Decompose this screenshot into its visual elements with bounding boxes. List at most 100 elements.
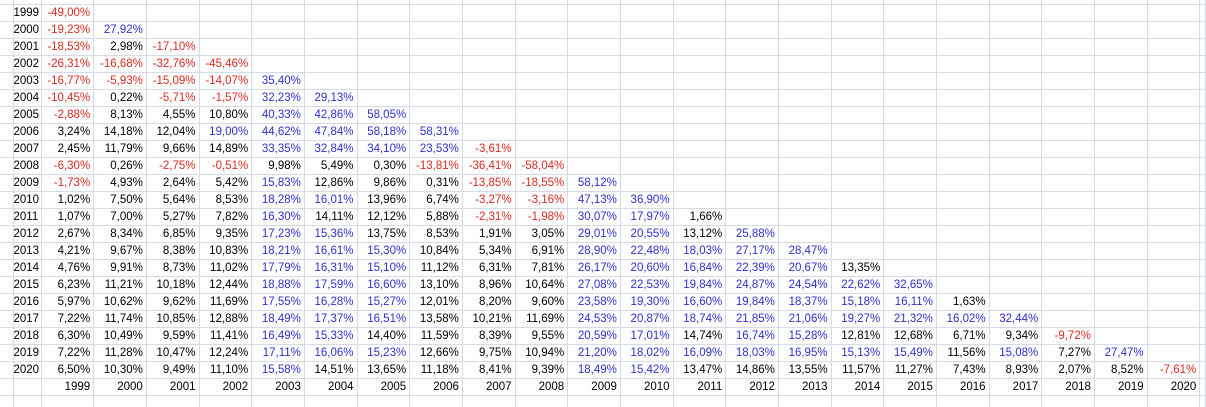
empty-cell[interactable]: [989, 259, 1043, 277]
empty-cell[interactable]: [357, 4, 411, 22]
value-cell[interactable]: 14,18%: [93, 123, 147, 141]
empty-cell[interactable]: [778, 157, 832, 175]
empty-cell[interactable]: [989, 106, 1043, 124]
empty-cell[interactable]: [1147, 276, 1201, 294]
col-year-cell[interactable]: 2006: [409, 378, 463, 396]
empty-cell[interactable]: [0, 106, 14, 124]
empty-cell[interactable]: [1041, 157, 1095, 175]
value-cell[interactable]: 11,74%: [93, 310, 147, 328]
empty-cell[interactable]: [1094, 89, 1148, 107]
empty-cell[interactable]: [673, 140, 727, 158]
value-cell[interactable]: 12,12%: [357, 208, 411, 226]
empty-cell[interactable]: [1199, 38, 1206, 56]
value-cell[interactable]: 7,27%: [1041, 344, 1095, 362]
value-cell[interactable]: 10,62%: [93, 293, 147, 311]
value-cell[interactable]: 19,30%: [620, 293, 674, 311]
value-cell[interactable]: 21,06%: [778, 310, 832, 328]
empty-cell[interactable]: [883, 55, 937, 73]
empty-cell[interactable]: [1041, 106, 1095, 124]
col-year-cell[interactable]: 2015: [883, 378, 937, 396]
value-cell[interactable]: 15,23%: [357, 344, 411, 362]
empty-cell[interactable]: [409, 38, 463, 56]
value-cell[interactable]: 15,10%: [357, 259, 411, 277]
empty-cell[interactable]: [1147, 89, 1201, 107]
empty-cell[interactable]: [989, 191, 1043, 209]
empty-cell[interactable]: [620, 89, 674, 107]
value-cell[interactable]: 17,79%: [251, 259, 305, 277]
value-cell[interactable]: -45,46%: [199, 55, 253, 73]
empty-cell[interactable]: [989, 4, 1043, 22]
empty-cell[interactable]: [0, 225, 14, 243]
value-cell[interactable]: 35,40%: [251, 72, 305, 90]
value-cell[interactable]: 9,67%: [93, 242, 147, 260]
value-cell[interactable]: 8,93%: [989, 361, 1043, 379]
value-cell[interactable]: 8,53%: [409, 225, 463, 243]
value-cell[interactable]: 32,84%: [304, 140, 358, 158]
value-cell[interactable]: 12,24%: [199, 344, 253, 362]
empty-cell[interactable]: [567, 72, 621, 90]
empty-cell[interactable]: [0, 378, 14, 396]
empty-cell[interactable]: [1041, 55, 1095, 73]
empty-cell[interactable]: [515, 123, 569, 141]
value-cell[interactable]: 8,73%: [146, 259, 200, 277]
empty-cell[interactable]: [620, 157, 674, 175]
empty-cell[interactable]: [673, 395, 727, 407]
empty-cell[interactable]: [831, 225, 885, 243]
value-cell[interactable]: 7,43%: [936, 361, 990, 379]
empty-cell[interactable]: [1041, 259, 1095, 277]
value-cell[interactable]: 12,86%: [304, 174, 358, 192]
value-cell[interactable]: -19,23%: [41, 21, 95, 39]
empty-cell[interactable]: [673, 38, 727, 56]
value-cell[interactable]: 9,49%: [146, 361, 200, 379]
empty-cell[interactable]: [1094, 123, 1148, 141]
value-cell[interactable]: 9,98%: [251, 157, 305, 175]
empty-cell[interactable]: [620, 4, 674, 22]
value-cell[interactable]: 16,31%: [304, 259, 358, 277]
value-cell[interactable]: -1,57%: [199, 89, 253, 107]
empty-cell[interactable]: [673, 157, 727, 175]
empty-cell[interactable]: [515, 0, 569, 5]
empty-cell[interactable]: [1147, 293, 1201, 311]
value-cell[interactable]: 8,38%: [146, 242, 200, 260]
empty-cell[interactable]: [883, 106, 937, 124]
empty-cell[interactable]: [936, 395, 990, 407]
value-cell[interactable]: 13,12%: [673, 225, 727, 243]
empty-cell[interactable]: [989, 55, 1043, 73]
value-cell[interactable]: 16,74%: [725, 327, 779, 345]
empty-cell[interactable]: [515, 140, 569, 158]
empty-cell[interactable]: [936, 21, 990, 39]
value-cell[interactable]: 24,53%: [567, 310, 621, 328]
empty-cell[interactable]: [462, 21, 516, 39]
empty-cell[interactable]: [567, 140, 621, 158]
empty-cell[interactable]: [567, 21, 621, 39]
value-cell[interactable]: -13,81%: [409, 157, 463, 175]
value-cell[interactable]: 19,00%: [199, 123, 253, 141]
value-cell[interactable]: -2,88%: [41, 106, 95, 124]
value-cell[interactable]: 9,34%: [989, 327, 1043, 345]
value-cell[interactable]: 20,59%: [567, 327, 621, 345]
value-cell[interactable]: 16,01%: [304, 191, 358, 209]
row-year-cell[interactable]: 1999: [13, 4, 42, 22]
col-year-cell[interactable]: 2000: [93, 378, 147, 396]
value-cell[interactable]: 6,50%: [41, 361, 95, 379]
value-cell[interactable]: 40,33%: [251, 106, 305, 124]
empty-cell[interactable]: [0, 55, 14, 73]
empty-cell[interactable]: [883, 140, 937, 158]
value-cell[interactable]: 10,18%: [146, 276, 200, 294]
empty-cell[interactable]: [0, 395, 14, 407]
empty-cell[interactable]: [725, 395, 779, 407]
empty-cell[interactable]: [673, 55, 727, 73]
empty-cell[interactable]: [673, 0, 727, 5]
empty-cell[interactable]: [357, 21, 411, 39]
empty-cell[interactable]: [936, 191, 990, 209]
value-cell[interactable]: 25,88%: [725, 225, 779, 243]
value-cell[interactable]: 44,62%: [251, 123, 305, 141]
empty-cell[interactable]: [0, 361, 14, 379]
value-cell[interactable]: 6,23%: [41, 276, 95, 294]
empty-cell[interactable]: [831, 174, 885, 192]
value-cell[interactable]: 11,57%: [831, 361, 885, 379]
empty-cell[interactable]: [831, 89, 885, 107]
value-cell[interactable]: 3,05%: [515, 225, 569, 243]
empty-cell[interactable]: [936, 225, 990, 243]
col-year-cell[interactable]: 2011: [673, 378, 727, 396]
